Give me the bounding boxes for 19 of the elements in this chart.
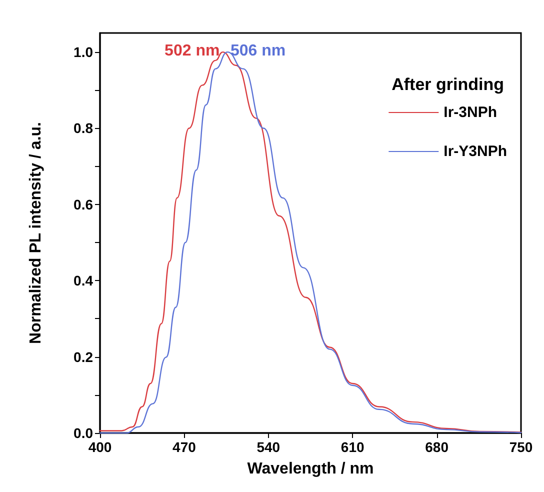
annotation: 506 nm (230, 42, 286, 60)
legend-label: Ir-Y3NPh (444, 143, 508, 160)
x-tick-label: 540 (256, 439, 280, 455)
y-tick-label: 0.2 (74, 348, 94, 365)
x-tick-label: 680 (425, 439, 449, 455)
x-axis-title: Wavelength / nm (247, 460, 374, 478)
y-tick-label: 0.0 (74, 425, 94, 441)
legend-title: After grinding (392, 75, 504, 94)
y-tick-label: 1.0 (74, 44, 94, 60)
y-axis-title: Normalized PL intensity / a.u. (28, 122, 44, 344)
x-tick-label: 750 (509, 439, 533, 455)
y-tick-label: 0.4 (74, 272, 94, 289)
x-tick-label: 470 (172, 439, 196, 455)
x-tick-label: 400 (88, 439, 112, 455)
annotation: 502 nm (164, 42, 220, 60)
legend-label: Ir-3NPh (444, 104, 497, 121)
y-tick-label: 0.6 (74, 196, 94, 212)
y-tick-label: 0.8 (74, 120, 94, 136)
x-tick-label: 610 (340, 439, 364, 455)
